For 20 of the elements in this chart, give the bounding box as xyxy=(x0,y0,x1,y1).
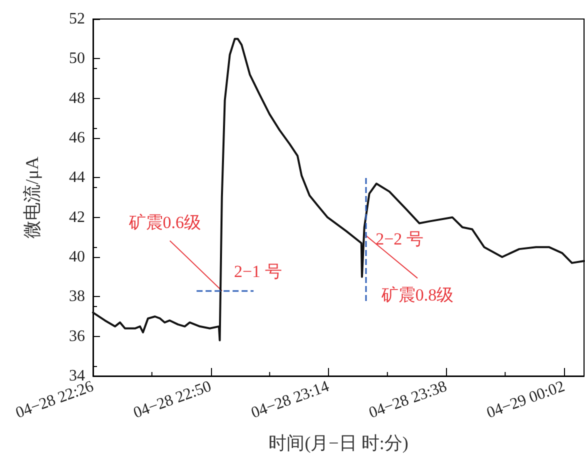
y-tick-label: 42 xyxy=(69,208,85,226)
annotation: 矿震0.8级 xyxy=(380,286,454,305)
x-tick-label: 04−29 00:02 xyxy=(484,378,567,422)
annotation: 矿震0.6级 xyxy=(128,213,202,232)
y-tick-label: 46 xyxy=(69,130,85,146)
y-tick-label: 40 xyxy=(69,248,85,266)
y-tick-label: 36 xyxy=(69,328,85,345)
annotation: 2−1 号 xyxy=(234,262,282,282)
y-tick-label: 48 xyxy=(69,90,85,107)
y-tick-label: 44 xyxy=(69,169,85,186)
y-tick-label: 50 xyxy=(69,50,85,68)
x-axis-title: 时间(月−日 时:分) xyxy=(268,433,408,453)
y-axis-title: 微电流/μA xyxy=(22,156,42,238)
x-tick-label: 04−28 23:38 xyxy=(366,378,450,422)
x-tick-label: 04−28 23:14 xyxy=(249,378,332,422)
y-tick-label: 34 xyxy=(69,368,85,384)
y-tick-label: 38 xyxy=(69,288,85,306)
y-tick-label: 52 xyxy=(69,10,85,28)
annotation: 2−2 号 xyxy=(376,230,424,249)
x-tick-label: 04−28 22:50 xyxy=(131,378,214,422)
